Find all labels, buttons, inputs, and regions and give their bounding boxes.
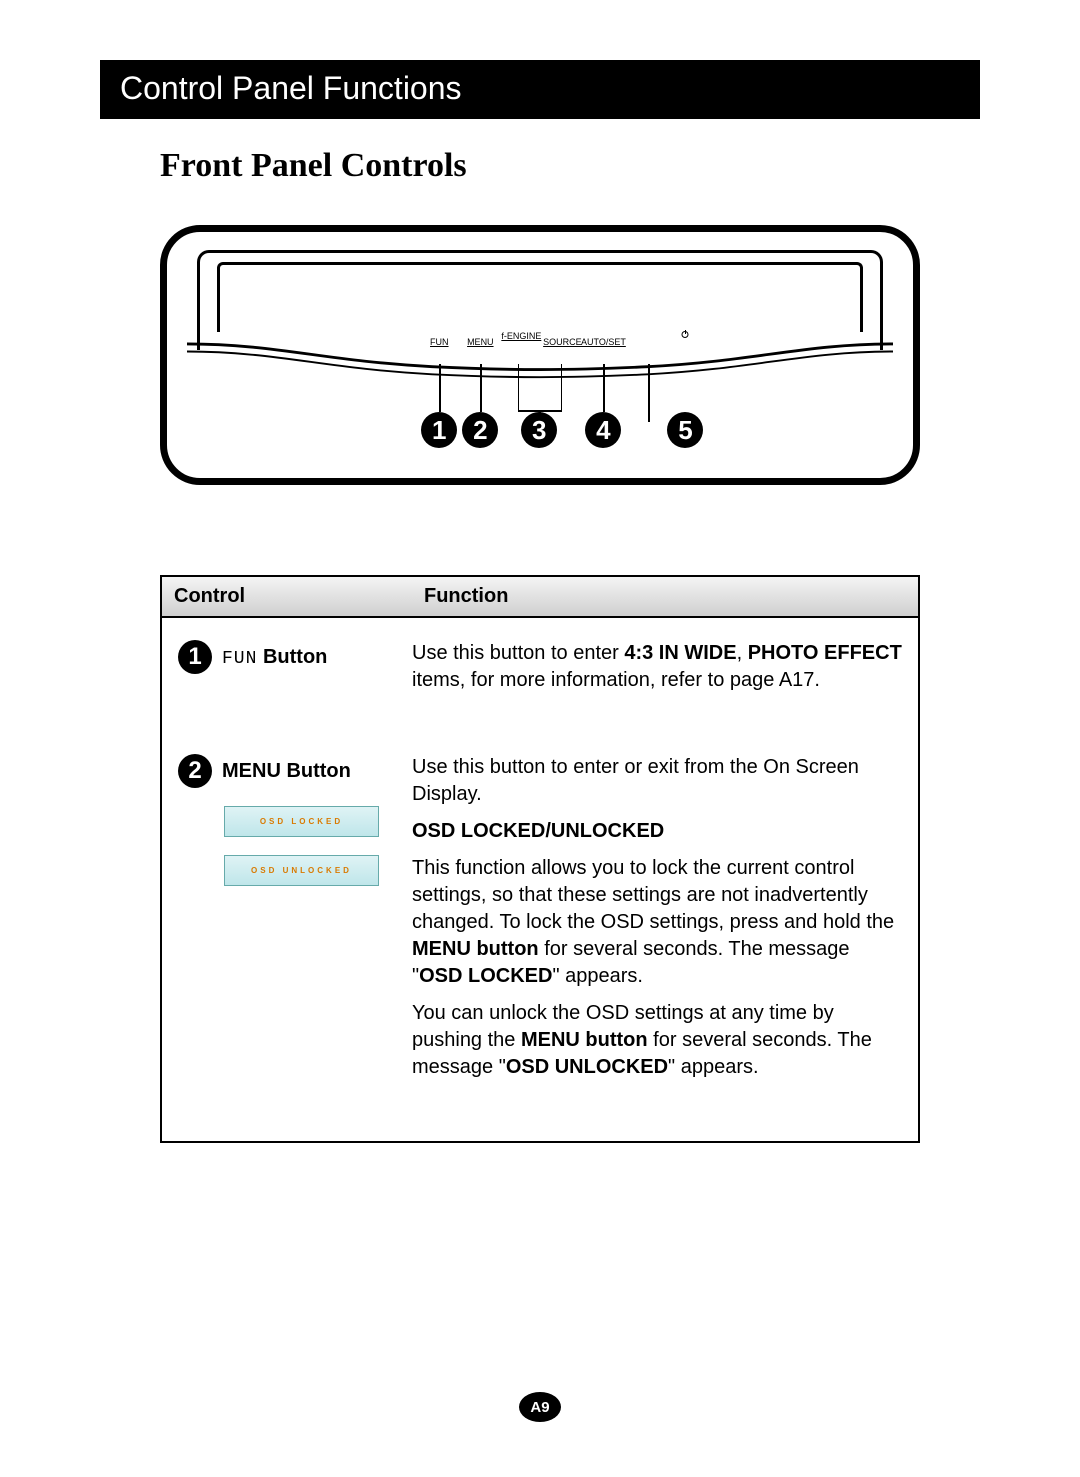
page-header-title: Control Panel Functions [120,70,462,106]
front-panel-diagram: FUNMENUf-ENGINESOURCEAUTO/SET 12345 [160,225,920,485]
callout-number: 4 [585,412,621,448]
control-function-table: Control Function 1 FUN Button Use this b… [160,575,920,1143]
osd-unlocked-badge: OSD UNLOCKED [224,855,379,886]
table-header-control: Control [162,577,412,616]
table-cell-control: 2 MENU Button OSD LOCKED OSD UNLOCKED [178,754,412,1091]
front-panel-diagram-wrap: FUNMENUf-ENGINESOURCEAUTO/SET 12345 [160,225,920,485]
callout-number: 2 [462,412,498,448]
leader-line [561,364,563,412]
section-title: Front Panel Controls [160,147,980,185]
table-header-row: Control Function [162,577,918,618]
control-label: MENU Button [222,754,351,784]
table-row: 1 FUN Button Use this button to enter 4:… [162,618,918,714]
function-intro: Use this button to enter or exit from th… [412,754,902,808]
table-row: 2 MENU Button OSD LOCKED OSD UNLOCKED Us… [162,714,918,1101]
osd-status-badges: OSD LOCKED OSD UNLOCKED [224,806,412,886]
table-cell-control: 1 FUN Button [178,640,412,704]
fun-button-glyph: FUN [222,649,257,669]
control-label-text: MENU Button [222,760,351,782]
table-header-function: Function [412,577,918,616]
osd-heading: OSD LOCKED/UNLOCKED [412,818,902,845]
manual-page: Control Panel Functions Front Panel Cont… [0,0,1080,1477]
row-number-badge: 1 [178,640,212,674]
page-number-wrap: A9 [0,1392,1080,1422]
monitor-inner-frame [217,262,863,332]
monitor-bezel-curve [187,342,893,380]
page-header-bar: Control Panel Functions [100,60,980,119]
row-number-badge: 2 [178,754,212,788]
leader-line [480,364,482,412]
table-bottom-padding [162,1101,918,1141]
table-cell-function: Use this button to enter or exit from th… [412,754,902,1091]
panel-button-label: f-ENGINE [501,331,541,341]
osd-locked-badge: OSD LOCKED [224,806,379,837]
control-label: FUN Button [222,640,327,671]
leader-line [603,364,605,412]
callout-number: 5 [667,412,703,448]
control-label-text: Button [257,646,327,668]
callout-number: 1 [421,412,457,448]
osd-para-1: This function allows you to lock the cur… [412,855,902,990]
power-icon [682,331,689,338]
leader-line [518,364,520,412]
leader-line [439,364,441,412]
page-number: A9 [519,1392,561,1422]
diagram-callout-numbers: 1234 5 [167,412,913,472]
table-cell-function: Use this button to enter 4:3 IN WIDE, PH… [412,640,902,704]
function-description: Use this button to enter 4:3 IN WIDE, PH… [412,640,902,694]
callout-number: 3 [521,412,557,448]
osd-para-2: You can unlock the OSD settings at any t… [412,1000,902,1081]
